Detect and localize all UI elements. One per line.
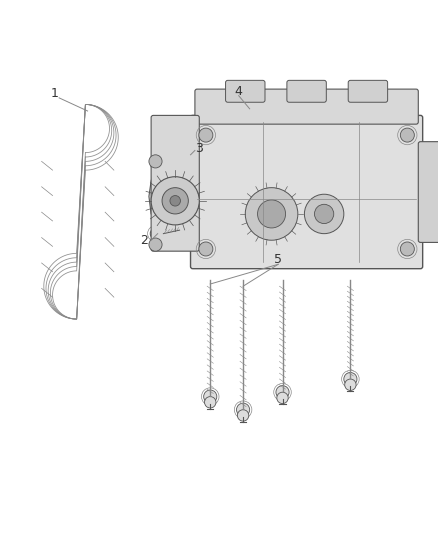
Circle shape (344, 373, 357, 386)
Circle shape (314, 204, 334, 223)
Circle shape (199, 128, 213, 142)
Text: 2: 2 (141, 233, 148, 247)
Circle shape (155, 214, 162, 221)
FancyBboxPatch shape (191, 115, 423, 269)
FancyBboxPatch shape (195, 89, 418, 124)
Circle shape (199, 242, 213, 256)
Text: 3: 3 (195, 142, 203, 155)
Circle shape (245, 188, 298, 240)
Text: 1: 1 (51, 87, 59, 100)
Circle shape (304, 194, 344, 233)
Text: 5: 5 (274, 253, 282, 266)
Circle shape (185, 158, 193, 166)
Ellipse shape (166, 183, 178, 199)
Circle shape (276, 386, 289, 399)
Circle shape (204, 390, 217, 403)
Circle shape (170, 196, 180, 206)
Circle shape (149, 155, 162, 168)
FancyBboxPatch shape (226, 80, 265, 102)
Circle shape (400, 128, 414, 142)
Text: 4: 4 (235, 85, 243, 98)
FancyBboxPatch shape (418, 142, 438, 243)
Polygon shape (149, 155, 195, 221)
Circle shape (400, 242, 414, 256)
Circle shape (153, 161, 161, 169)
Circle shape (258, 200, 286, 228)
Circle shape (149, 238, 162, 251)
Circle shape (237, 403, 250, 416)
Circle shape (345, 379, 356, 391)
Circle shape (162, 188, 188, 214)
Ellipse shape (161, 177, 183, 205)
FancyBboxPatch shape (348, 80, 388, 102)
Circle shape (237, 410, 249, 421)
FancyBboxPatch shape (287, 80, 326, 102)
Circle shape (277, 392, 288, 403)
Circle shape (151, 177, 199, 225)
Circle shape (205, 397, 216, 408)
FancyBboxPatch shape (151, 115, 199, 251)
Circle shape (150, 229, 161, 239)
